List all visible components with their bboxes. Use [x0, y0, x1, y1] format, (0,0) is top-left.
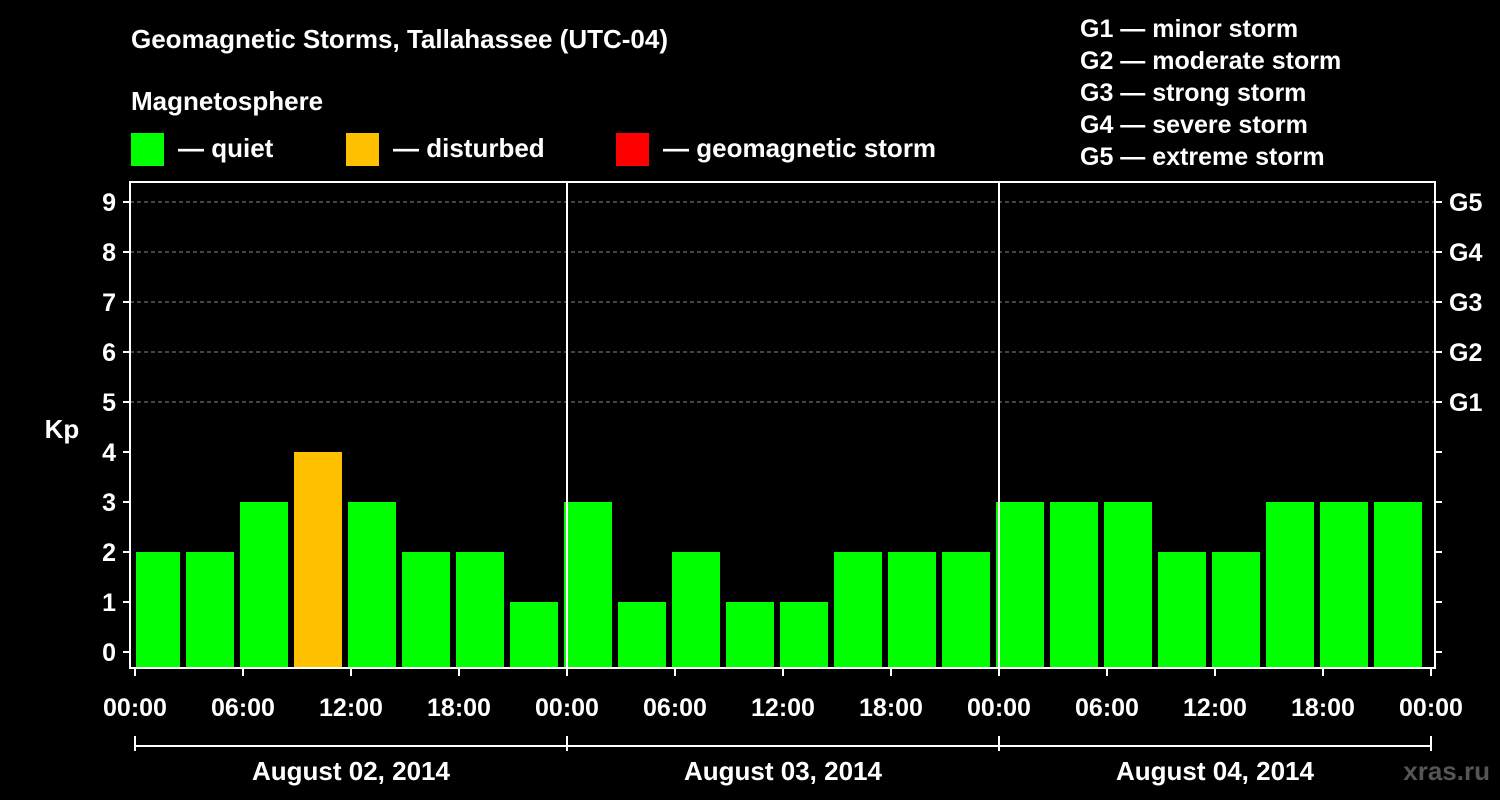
- legend-swatch-quiet: [131, 133, 164, 166]
- y-tick-label-0: 0: [102, 639, 116, 667]
- x-tick-label-6: 12:00: [751, 694, 815, 722]
- watermark: xras.ru: [1403, 756, 1490, 786]
- x-tick-label-12: 00:00: [1399, 694, 1463, 722]
- y-tick-label-1: 1: [102, 589, 116, 617]
- legend-label-storm: — geomagnetic storm: [663, 133, 937, 163]
- x-tick-label-9: 06:00: [1075, 694, 1139, 722]
- bar-16: [996, 502, 1044, 668]
- y-tick-label-2: 2: [102, 539, 116, 567]
- x-tick-label-2: 12:00: [319, 694, 383, 722]
- storm-scale-legend: G1 — minor storm G2 — moderate storm G3 …: [1080, 13, 1341, 173]
- bar-19: [1158, 552, 1206, 668]
- bar-8: [564, 502, 612, 668]
- y-tick-label-3: 3: [102, 489, 116, 517]
- chart-title: Geomagnetic Storms, Tallahassee (UTC-04): [131, 24, 669, 54]
- x-tick-label-0: 00:00: [103, 694, 167, 722]
- bar-14: [888, 552, 936, 668]
- bar-2: [240, 502, 288, 668]
- legend-label-quiet: — quiet: [178, 133, 274, 163]
- y-tick-label-9: 9: [102, 189, 116, 217]
- bar-17: [1050, 502, 1098, 668]
- x-tick-label-8: 00:00: [967, 694, 1031, 722]
- right-tick-label-g4: G4: [1449, 239, 1482, 267]
- x-tick-label-7: 18:00: [859, 694, 923, 722]
- storm-scale-g1: G1 — minor storm: [1080, 15, 1299, 43]
- bar-11: [726, 602, 774, 668]
- bar-10: [672, 552, 720, 668]
- y-tick-label-7: 7: [102, 289, 116, 317]
- bar-20: [1212, 552, 1260, 668]
- right-tick-label-g5: G5: [1449, 189, 1482, 217]
- x-tick-label-10: 12:00: [1183, 694, 1247, 722]
- bar-15: [942, 552, 990, 668]
- bar-9: [618, 602, 666, 668]
- x-tick-label-5: 06:00: [643, 694, 707, 722]
- y-tick-label-8: 8: [102, 239, 116, 267]
- legend-label-disturbed: — disturbed: [393, 133, 545, 163]
- x-tick-label-3: 18:00: [427, 694, 491, 722]
- day-label-0: August 02, 2014: [252, 756, 451, 786]
- y-tick-label-4: 4: [102, 439, 116, 467]
- day-label-2: August 04, 2014: [1116, 756, 1315, 786]
- bar-0: [136, 552, 180, 668]
- storm-scale-g4: G4 — severe storm: [1080, 111, 1308, 139]
- bar-1: [186, 552, 234, 668]
- x-tick-label-11: 18:00: [1291, 694, 1355, 722]
- storm-scale-g3: G3 — strong storm: [1080, 79, 1307, 107]
- bar-13: [834, 552, 882, 668]
- right-tick-label-g2: G2: [1449, 339, 1482, 367]
- x-tick-label-1: 06:00: [211, 694, 275, 722]
- bar-7: [510, 602, 558, 668]
- legend-swatch-disturbed: [346, 133, 379, 166]
- bar-18: [1104, 502, 1152, 668]
- storm-scale-g5: G5 — extreme storm: [1080, 143, 1325, 171]
- legend-title: Magnetosphere: [131, 86, 324, 116]
- right-tick-label-g1: G1: [1449, 389, 1482, 417]
- y-tick-label-5: 5: [102, 389, 116, 417]
- y-tick-label-6: 6: [102, 339, 116, 367]
- bar-12: [780, 602, 828, 668]
- bar-4: [348, 502, 396, 668]
- storm-scale-g2: G2 — moderate storm: [1080, 47, 1342, 75]
- y-axis-label: Kp: [45, 414, 80, 444]
- bar-22: [1320, 502, 1368, 668]
- right-tick-label-g3: G3: [1449, 289, 1482, 317]
- x-tick-label-4: 00:00: [535, 694, 599, 722]
- bar-6: [456, 552, 504, 668]
- bar-23: [1374, 502, 1422, 668]
- bar-21: [1266, 502, 1314, 668]
- bar-3: [294, 452, 342, 668]
- bar-5: [402, 552, 450, 668]
- day-label-1: August 03, 2014: [684, 756, 883, 786]
- legend-swatch-storm: [616, 133, 649, 166]
